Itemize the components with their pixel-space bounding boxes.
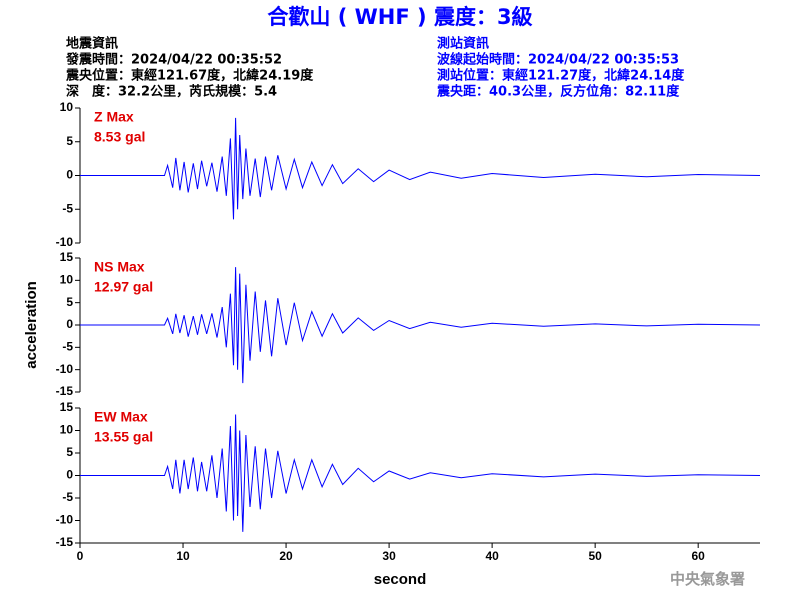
x-tick-label: 10	[176, 549, 190, 563]
x-tick-label: 0	[77, 549, 84, 563]
y-axis-label: acceleration	[23, 281, 40, 369]
chart-title: 合歡山 ( WHF ) 震度：3級	[267, 5, 532, 29]
info-line: 測站位置：東經121.27度，北緯24.14度	[437, 68, 685, 84]
waveform	[80, 414, 761, 532]
y-tick-label: -5	[62, 340, 73, 354]
y-tick-label: -10	[56, 235, 74, 249]
info-line: 地震資訊	[66, 36, 118, 52]
x-tick-label: 60	[692, 549, 706, 563]
y-tick-label: -5	[62, 201, 73, 215]
waveform	[80, 267, 761, 384]
y-tick-label: 10	[60, 273, 74, 287]
info-line: 測站資訊	[437, 36, 489, 52]
info-line: 波線起始時間：2024/04/22 00:35:53	[437, 52, 679, 68]
y-tick-label: 0	[66, 317, 73, 331]
y-tick-label: 0	[66, 468, 73, 482]
y-tick-label: 10	[60, 100, 74, 114]
max-label: NS Max	[94, 259, 145, 275]
y-tick-label: -5	[62, 490, 73, 504]
max-label: Z Max	[94, 109, 134, 125]
y-tick-label: -10	[56, 513, 74, 527]
y-tick-label: -10	[56, 362, 74, 376]
y-tick-label: 15	[60, 250, 74, 264]
info-line: 深 度：32.2公里，芮氏規模：5.4	[66, 84, 277, 100]
y-tick-label: 0	[66, 168, 73, 182]
x-tick-label: 50	[588, 549, 602, 563]
max-value: 13.55 gal	[94, 429, 153, 445]
y-tick-label: -15	[56, 384, 74, 398]
max-value: 12.97 gal	[94, 279, 153, 295]
y-tick-label: 5	[66, 295, 73, 309]
max-value: 8.53 gal	[94, 129, 145, 145]
info-line: 震央位置：東經121.67度，北緯24.19度	[65, 68, 314, 84]
y-tick-label: 15	[60, 400, 74, 414]
info-line: 發震時間：2024/04/22 00:35:52	[65, 52, 282, 68]
y-tick-label: -15	[56, 535, 74, 549]
x-tick-label: 40	[485, 549, 499, 563]
footer: 中央氣象署	[670, 570, 745, 588]
x-axis-label: second	[374, 571, 427, 588]
y-tick-label: 10	[60, 423, 74, 437]
x-tick-label: 20	[279, 549, 293, 563]
y-tick-label: 5	[66, 445, 73, 459]
y-tick-label: 5	[66, 134, 73, 148]
max-label: EW Max	[94, 409, 148, 425]
x-tick-label: 30	[382, 549, 396, 563]
info-line: 震央距：40.3公里，反方位角：82.11度	[436, 84, 680, 100]
waveform	[80, 117, 761, 220]
